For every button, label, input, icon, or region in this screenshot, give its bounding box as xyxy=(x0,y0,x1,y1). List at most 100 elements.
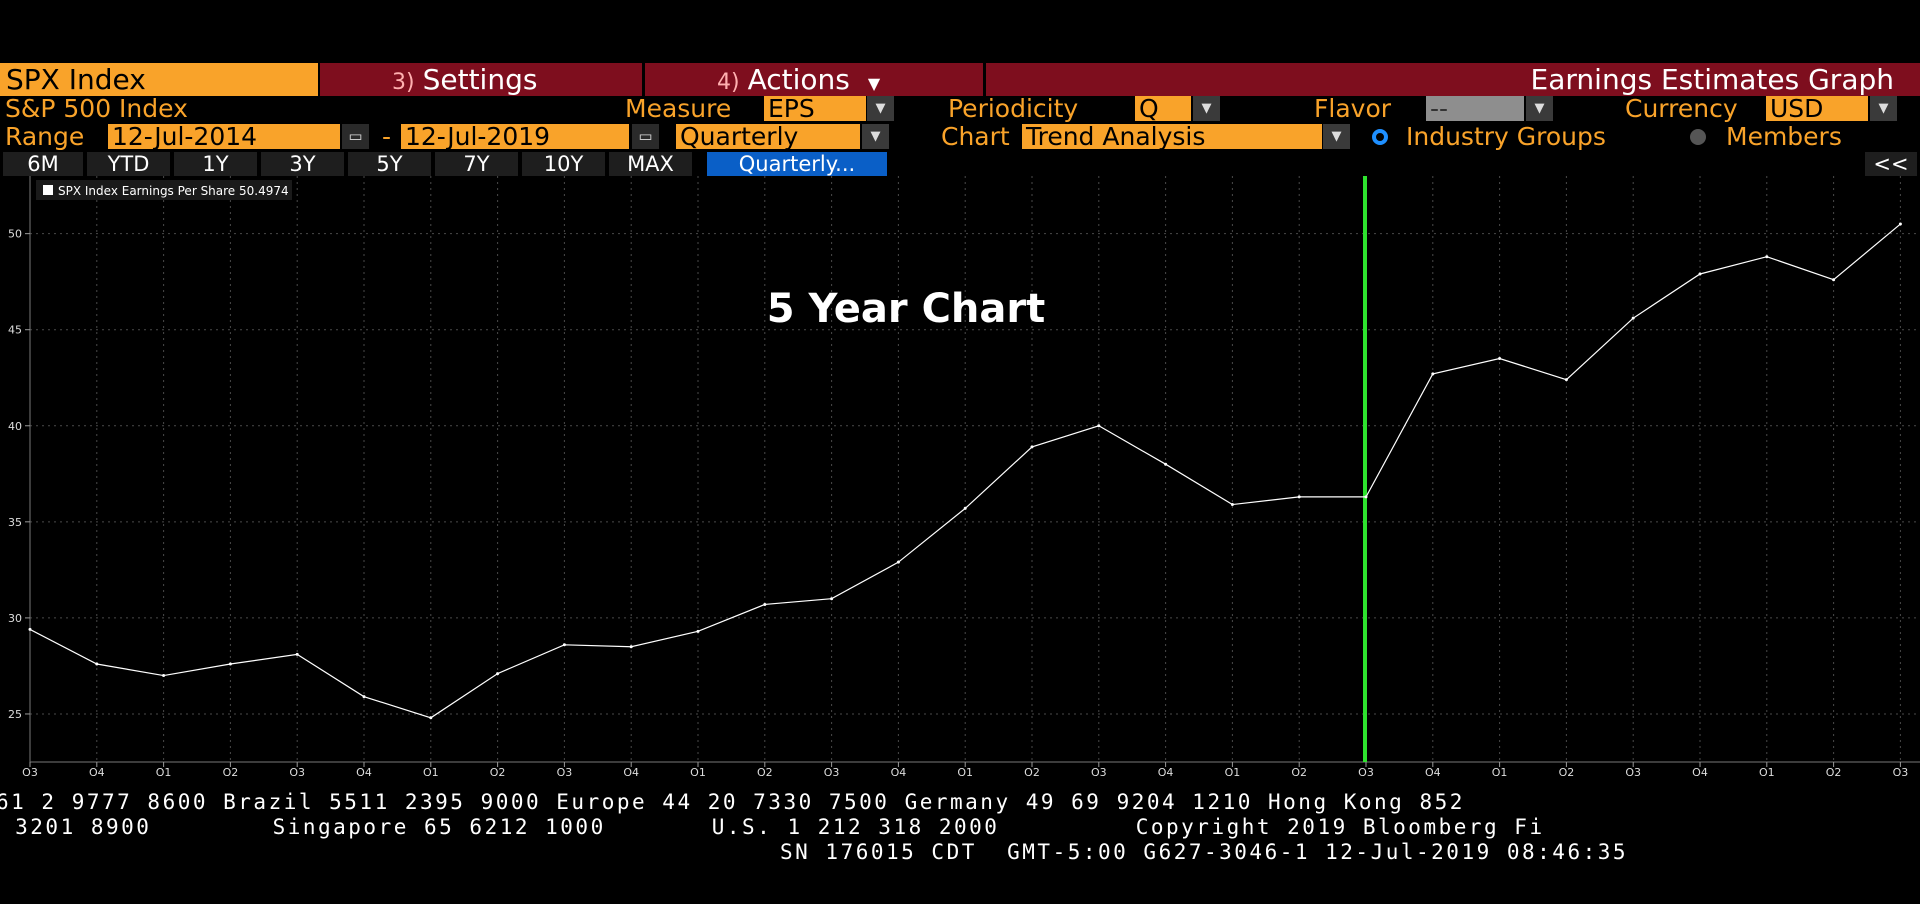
range-label: Range xyxy=(5,122,85,151)
members-radio[interactable] xyxy=(1690,129,1706,145)
range-period-dropdown-icon[interactable]: ▼ xyxy=(862,124,889,149)
data-point xyxy=(1498,357,1502,361)
zoom-max-button[interactable]: MAX xyxy=(609,152,692,176)
x-tick-label: Q4 xyxy=(1692,766,1708,776)
x-tick-label: Q4 xyxy=(356,766,372,776)
data-point xyxy=(1097,424,1101,428)
x-tick-label: Q1 xyxy=(1492,766,1508,776)
chart-label: Chart xyxy=(941,122,1010,151)
data-point xyxy=(28,627,32,631)
data-point xyxy=(1564,378,1568,382)
chart-annotation: 5 Year Chart xyxy=(767,286,1046,332)
actions-hotkey: 4) xyxy=(717,70,740,95)
zoom-7y-button[interactable]: 7Y xyxy=(435,152,518,176)
range-start-field[interactable]: 12-Jul-2014 xyxy=(108,124,340,149)
x-tick-label: Q3 xyxy=(289,766,305,776)
actions-label: Actions xyxy=(747,63,850,96)
legend: SPX Index Earnings Per Share 50.4974 xyxy=(36,180,292,200)
zoom-3y-button[interactable]: 3Y xyxy=(261,152,344,176)
data-point xyxy=(1364,495,1368,499)
footer-session-line: SN 176015 CDT GMT-5:00 G627-3046-1 12-Ju… xyxy=(780,840,1629,864)
collapse-button[interactable]: << xyxy=(1865,152,1917,176)
zoom-1y-button[interactable]: 1Y xyxy=(174,152,257,176)
zoom-5y-button[interactable]: 5Y xyxy=(348,152,431,176)
periodicity-label: Periodicity xyxy=(948,94,1079,123)
periodicity-field[interactable]: Q xyxy=(1135,96,1191,121)
x-tick-label: Q2 xyxy=(223,766,239,776)
x-tick-label: Q4 xyxy=(891,766,907,776)
industry-groups-radio[interactable] xyxy=(1372,129,1388,145)
y-tick-label: 30 xyxy=(8,612,22,625)
data-point xyxy=(562,643,566,647)
measure-label: Measure xyxy=(625,94,732,123)
legend-text: SPX Index Earnings Per Share 50.4974 xyxy=(58,184,289,198)
data-point xyxy=(1431,372,1435,376)
data-point xyxy=(1030,445,1034,449)
param-row-1: S&P 500 Index Measure EPS ▼ Periodicity … xyxy=(0,95,1920,123)
zoom-6m-button[interactable]: 6M xyxy=(3,152,83,176)
flavor-label: Flavor xyxy=(1314,94,1392,123)
periodicity-dropdown-icon[interactable]: ▼ xyxy=(1193,96,1220,121)
calendar-icon[interactable]: ▭ xyxy=(632,124,659,149)
eps-line-chart[interactable]: 25 30 35 40 45 50 Q3 Q4 Q1 Q2 Q3 Q4 Q1 Q2 Q3 Q4 Q1 Q2 Q3 Q… xyxy=(0,176,1920,776)
data-point xyxy=(496,672,500,676)
calendar-icon[interactable]: ▭ xyxy=(342,124,369,149)
x-tick-label: Q3 xyxy=(1625,766,1641,776)
data-point xyxy=(1631,316,1635,320)
y-tick-label: 45 xyxy=(8,324,22,337)
x-tick-label: Q3 xyxy=(1893,766,1909,776)
flavor-dropdown-icon[interactable]: ▼ xyxy=(1526,96,1553,121)
x-tick-label: Q1 xyxy=(423,766,439,776)
zoom-10y-button[interactable]: 10Y xyxy=(522,152,605,176)
actions-menu-button[interactable]: 4) Actions ▼ xyxy=(645,63,983,96)
zoom-quarterly-button[interactable]: Quarterly... xyxy=(707,152,887,176)
caret-down-icon: ▼ xyxy=(867,74,881,93)
x-tick-label: Q1 xyxy=(957,766,973,776)
x-tick-label: Q1 xyxy=(156,766,172,776)
data-point xyxy=(1698,272,1702,276)
data-point xyxy=(295,652,299,656)
measure-dropdown-icon[interactable]: ▼ xyxy=(867,96,894,121)
x-tick-label: Q3 xyxy=(557,766,573,776)
x-tick-label: Q3 xyxy=(824,766,840,776)
security-name: S&P 500 Index xyxy=(5,94,188,123)
legend-swatch xyxy=(43,185,53,195)
x-tick-label: Q2 xyxy=(1024,766,1040,776)
x-tick-label: Q3 xyxy=(22,766,38,776)
currency-field[interactable]: USD xyxy=(1766,96,1868,121)
y-tick-label: 35 xyxy=(8,516,22,529)
range-period-field[interactable]: Quarterly xyxy=(676,124,860,149)
currency-dropdown-icon[interactable]: ▼ xyxy=(1870,96,1897,121)
x-tick-label: Q3 xyxy=(1091,766,1107,776)
chart-type-dropdown-icon[interactable]: ▼ xyxy=(1323,124,1350,149)
data-point xyxy=(228,662,232,666)
legend-box xyxy=(36,180,292,200)
flavor-field[interactable]: -- xyxy=(1426,96,1524,121)
x-tick-label: Q1 xyxy=(1225,766,1241,776)
settings-hotkey: 3) xyxy=(392,70,415,95)
data-point xyxy=(95,662,99,666)
data-point xyxy=(963,506,967,510)
data-point xyxy=(429,716,433,720)
security-field[interactable]: SPX Index xyxy=(0,63,318,96)
data-point xyxy=(1230,503,1234,507)
data-point xyxy=(830,597,834,601)
data-point xyxy=(1898,222,1902,226)
data-point xyxy=(896,560,900,564)
range-dash: - xyxy=(382,122,392,151)
x-tick-label: Q2 xyxy=(1559,766,1575,776)
x-tick-label: Q1 xyxy=(1759,766,1775,776)
zoom-ytd-button[interactable]: YTD xyxy=(87,152,170,176)
measure-field[interactable]: EPS xyxy=(764,96,866,121)
settings-menu-button[interactable]: 3) Settings xyxy=(320,63,642,96)
x-tick-label: Q4 xyxy=(1425,766,1441,776)
y-tick-label: 25 xyxy=(8,708,22,721)
x-tick-label: Q4 xyxy=(89,766,105,776)
x-tick-label: Q2 xyxy=(1826,766,1842,776)
footer-contact-line-2: 3201 8900 Singapore 65 6212 1000 U.S. 1 … xyxy=(0,815,1545,839)
x-tick-label: Q3 xyxy=(1358,766,1374,776)
x-tick-label: Q2 xyxy=(1291,766,1307,776)
zoom-bar: 6M YTD 1Y 3Y 5Y 7Y 10Y MAX Quarterly... … xyxy=(0,152,1920,176)
range-end-field[interactable]: 12-Jul-2019 xyxy=(401,124,629,149)
chart-type-field[interactable]: Trend Analysis xyxy=(1022,124,1322,149)
